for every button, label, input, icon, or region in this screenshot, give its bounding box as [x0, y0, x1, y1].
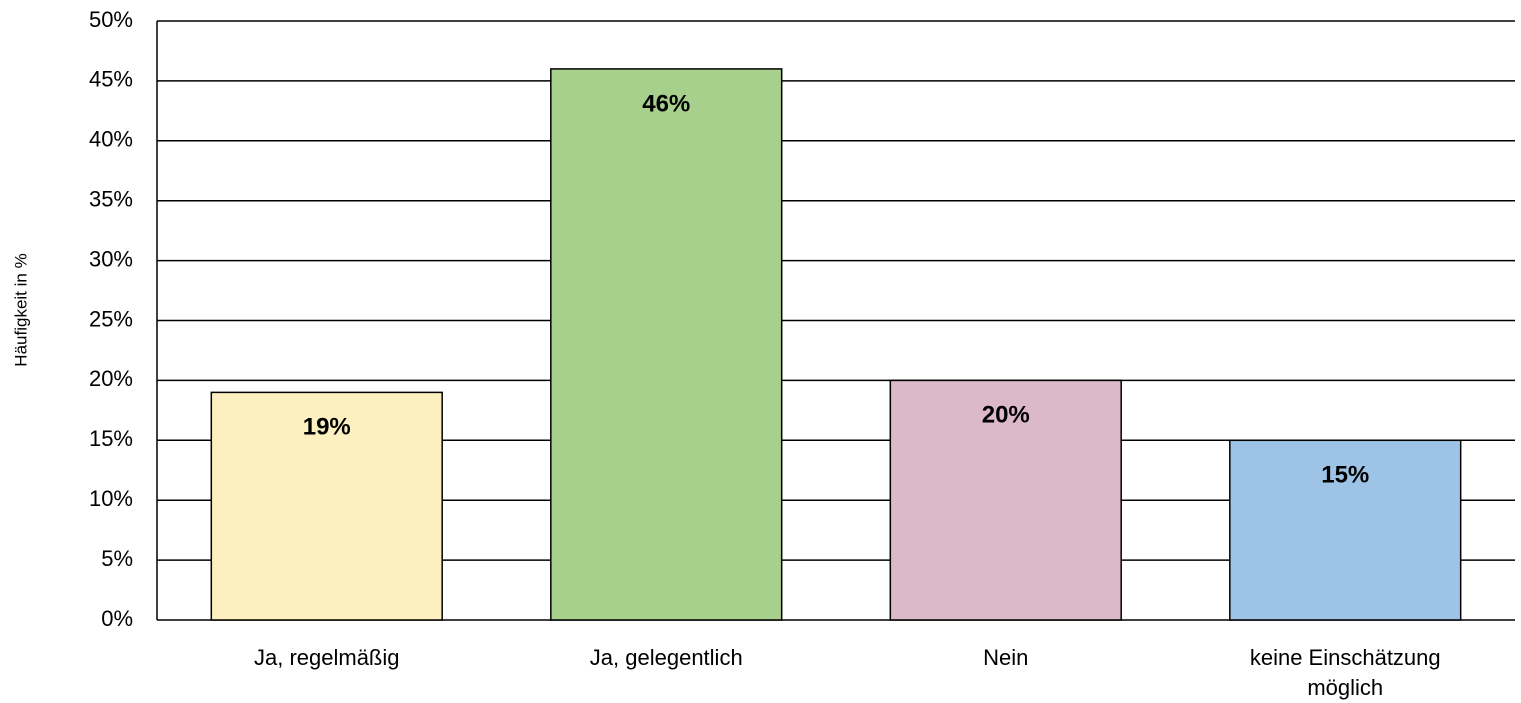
- y-tick-label: 5%: [101, 546, 133, 571]
- value-label: 15%: [1321, 462, 1369, 489]
- bar: [889, 379, 1122, 621]
- bar: [1229, 439, 1462, 621]
- x-tick-label: keine Einschätzung möglich: [1249, 645, 1441, 700]
- value-label: 20%: [982, 402, 1030, 429]
- y-tick-label: 50%: [89, 7, 133, 32]
- value-label: 46%: [642, 90, 690, 117]
- y-tick-label: 20%: [89, 366, 133, 391]
- y-tick-label: 0%: [101, 606, 133, 631]
- bar: [210, 391, 443, 621]
- y-tick-label: 30%: [89, 246, 133, 271]
- y-tick-label: 35%: [89, 187, 133, 212]
- y-tick-label: 15%: [89, 426, 133, 451]
- x-tick-label: Nein: [983, 645, 1029, 670]
- y-tick-label: 40%: [89, 127, 133, 152]
- x-tick-label: Ja, gelegentlich: [589, 645, 743, 670]
- y-tick-label: 45%: [89, 67, 133, 92]
- value-label: 19%: [303, 414, 351, 441]
- x-tick-label: Ja, regelmäßig: [253, 645, 400, 670]
- bar: [550, 68, 783, 621]
- y-tick-label: 25%: [89, 306, 133, 331]
- y-axis-label: Häufigkeit in %: [11, 253, 30, 366]
- y-tick-label: 10%: [89, 486, 133, 511]
